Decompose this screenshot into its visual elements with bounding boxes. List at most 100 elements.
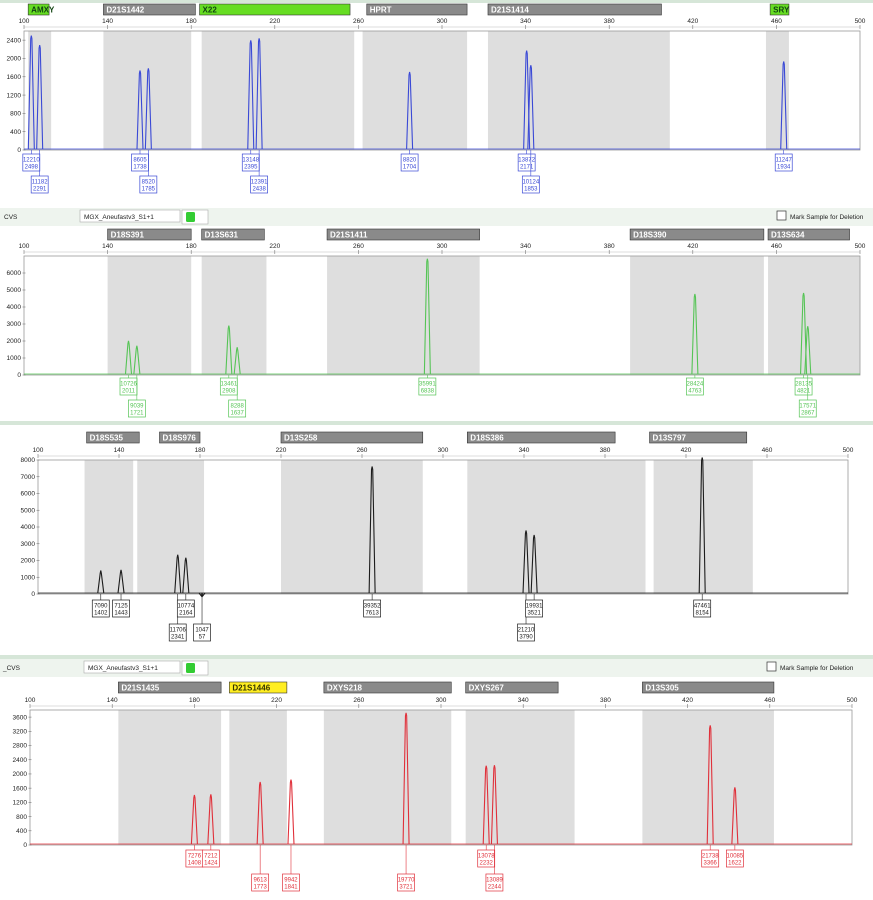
marker-bar[interactable] [466, 431, 616, 444]
peak-size-value: 9613 [253, 877, 267, 883]
peak-label-box[interactable] [112, 599, 130, 618]
peak-height-value: 4763 [688, 388, 702, 394]
peak-height-value: 1773 [253, 884, 267, 890]
marker-bar[interactable] [767, 228, 850, 241]
marker-bar[interactable] [366, 3, 468, 16]
peak-label-box[interactable] [517, 623, 535, 642]
marker-bar[interactable] [465, 681, 559, 694]
marker-bar[interactable] [769, 3, 790, 16]
x-tick-label: 500 [847, 697, 858, 704]
x-tick-label: 100 [19, 243, 30, 250]
marker-bar[interactable] [27, 3, 50, 16]
trace-peak [731, 787, 739, 845]
x-tick-label: 380 [604, 18, 615, 25]
peak-label-box[interactable] [30, 175, 49, 194]
peak-label-box[interactable] [251, 873, 270, 892]
trace-peak [780, 61, 788, 150]
peak-size-value: 19931 [526, 603, 543, 609]
green-dye-swatch-icon [186, 212, 195, 222]
marker-bar[interactable] [159, 431, 201, 444]
peak-size-value: 12210 [23, 157, 40, 163]
peak-label-box[interactable] [418, 377, 437, 396]
peak-label-box[interactable] [397, 873, 415, 892]
peak-label-box[interactable] [250, 175, 268, 194]
sample-header-prefix: CVS [4, 214, 18, 221]
peak-label-box[interactable] [282, 873, 300, 892]
marker-bar[interactable] [107, 228, 192, 241]
y-tick-label: 1600 [7, 74, 22, 81]
marker-bar[interactable] [649, 431, 748, 444]
marker-bar[interactable] [280, 431, 424, 444]
peak-height-value: 2232 [480, 860, 494, 866]
marker-bar[interactable] [326, 228, 480, 241]
peak-label-box[interactable] [485, 873, 504, 892]
marker-name: DXYS267 [469, 684, 505, 693]
peak-height-value: 1402 [94, 610, 108, 616]
peak-label-box[interactable] [139, 175, 158, 194]
peak-size-value: 11706 [170, 627, 187, 633]
marker-bar[interactable] [323, 681, 452, 694]
peak-label-box[interactable] [701, 849, 720, 868]
peak-label-box[interactable] [521, 175, 540, 194]
peak-height-value: 2291 [33, 186, 47, 192]
x-tick-label: 460 [771, 18, 782, 25]
peak-label-box[interactable] [798, 399, 817, 418]
peak-label-box[interactable] [400, 153, 419, 172]
y-tick-label: 2000 [21, 558, 36, 565]
y-tick-label: 800 [16, 814, 27, 821]
peak-label-box[interactable] [176, 599, 195, 618]
peak-size-value: 7090 [94, 603, 108, 609]
peak-label-box[interactable] [693, 599, 712, 618]
trace-peak [207, 794, 215, 845]
y-tick-label: 0 [17, 147, 21, 154]
marker-bar[interactable] [86, 431, 140, 444]
peak-label-box[interactable] [525, 599, 543, 618]
trace-peak [804, 326, 812, 375]
peak-size-value: 8820 [403, 157, 417, 163]
peak-label-box[interactable] [228, 399, 247, 418]
x-tick-label: 500 [855, 18, 866, 25]
panel-blue-channel: 100 140 180 220 260 300 340 380 420 460 500 0 400 800… [7, 3, 866, 194]
marker-bar[interactable] [118, 681, 222, 694]
peak-size-value: 8288 [231, 403, 245, 409]
marker-bar[interactable] [201, 228, 265, 241]
peak-height-value: 1704 [403, 164, 417, 170]
peak-size-value: 13148 [242, 157, 259, 163]
x-tick-label: 180 [195, 447, 206, 454]
x-tick-label: 220 [276, 447, 287, 454]
trace-peak [97, 570, 105, 594]
x-tick-label: 180 [186, 243, 197, 250]
peak-label-box[interactable] [91, 599, 110, 618]
x-tick-label: 460 [771, 243, 782, 250]
mark-deletion-checkbox[interactable] [766, 661, 777, 672]
peak-size-value: 19770 [398, 877, 415, 883]
marker-bar[interactable] [229, 681, 288, 694]
marker-bar[interactable] [642, 681, 775, 694]
panel-green-channel: 100 140 180 220 260 300 340 380 420 460 5000100020… [7, 228, 866, 418]
peak-size-value: 10085 [727, 853, 744, 859]
peak-height-value: 2341 [171, 634, 185, 640]
peak-label-box[interactable] [774, 153, 793, 172]
peak-label-box[interactable] [168, 623, 187, 642]
trace-peak [523, 50, 531, 150]
peak-label-box[interactable] [128, 399, 146, 418]
plot-frame [23, 30, 861, 151]
peak-height-value: 4821 [797, 388, 811, 394]
marker-bar[interactable] [199, 3, 351, 16]
sample-name-box[interactable] [79, 209, 181, 223]
marker-bar[interactable] [487, 3, 662, 16]
peak-label-box[interactable] [686, 377, 704, 396]
peak-label-box[interactable] [726, 849, 744, 868]
marker-bar[interactable] [629, 228, 765, 241]
peak-label-box[interactable] [201, 849, 220, 868]
peak-label-box[interactable] [193, 623, 211, 642]
peak-label-box[interactable] [363, 599, 381, 618]
marker-name: D13S797 [653, 434, 687, 443]
marker-name: X22 [203, 6, 218, 15]
sample-name-box[interactable] [83, 660, 181, 674]
marker-bar[interactable] [103, 3, 196, 16]
mark-deletion-checkbox[interactable] [776, 210, 787, 221]
marker-name: D21S1414 [491, 6, 529, 15]
x-tick-label: 140 [102, 243, 113, 250]
separator-band [0, 0, 873, 3]
